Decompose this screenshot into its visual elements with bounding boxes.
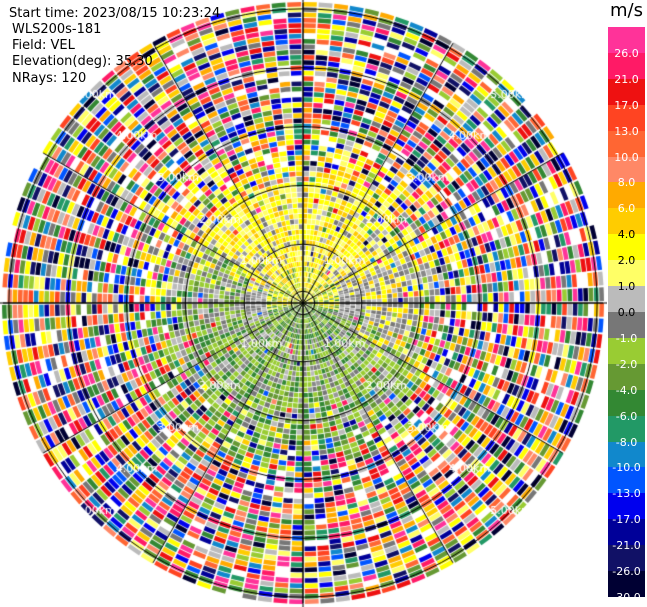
field-label: Field: VEL [12,38,75,53]
colorbar-tick-label: -1.0 [615,331,638,345]
colorbar-segment: 0.0 [608,286,645,319]
colorbar-segment: -13.0 [608,467,645,500]
colorbar-tick-label: 17.0 [614,98,639,112]
colorbar-segment: 2.0 [608,234,645,267]
colorbar-tick-label: 6.0 [617,202,636,216]
colorbar-segment: 1.0 [608,260,645,293]
colorbar-segment: -4.0 [608,363,645,397]
ppi-radar-plot [0,0,607,607]
colorbar-segment: 17.0 [608,78,645,112]
colorbar-segment: 13.0 [608,104,645,138]
colorbar-tick-label: -8.0 [615,435,638,449]
colorbar-segment: 21.0 [608,52,645,86]
colorbar-segment: -17.0 [608,493,645,526]
colorbar-tick-label: -2.0 [615,357,638,371]
colorbar-tick-label: 10.0 [614,150,639,164]
colorbar-segment: 4.0 [608,208,645,241]
colorbar-segment: -6.0 [608,389,645,423]
colorbar-segment: -26.0 [608,545,645,578]
colorbar-tick-label: 1.0 [617,280,636,294]
colorbar-segment: 26.0 [608,27,645,60]
colorbar-segment: -8.0 [608,415,645,449]
colorbar-segment: 8.0 [608,156,645,189]
colorbar-segment: 10.0 [608,130,645,164]
colorbar-tick-label: 13.0 [614,124,639,138]
colorbar-tick-label: 2.0 [617,254,636,268]
colorbar-unit: m/s [610,0,643,21]
colorbar-tick-label: 21.0 [614,72,639,86]
system-label: WLS200s-181 [12,22,102,37]
colorbar-segment: -30.0 [608,571,645,604]
colorbar-tick-label: 26.0 [614,46,639,60]
colorbar-tick-label: -26.0 [612,565,641,579]
colorbar-tick-label: -10.0 [612,461,641,475]
colorbar-segment: -21.0 [608,519,645,552]
colorbar-segment: -1.0 [608,311,645,345]
colorbar-tick-label: -21.0 [612,539,641,553]
colorbar-tick-label: 4.0 [617,228,636,242]
colorbar-segment: -2.0 [608,337,645,371]
colorbar-tick-label: 0.0 [617,305,636,319]
elevation-label: Elevation(deg): 35.30 [12,54,153,69]
colorbar-tick-label: -4.0 [615,383,638,397]
nrays-label: NRays: 120 [12,71,87,86]
start-time-label: Start time: 2023/08/15 10:23:24 [9,6,221,21]
colorbar-tick-label: -17.0 [612,513,641,527]
colorbar-tick-label: -13.0 [612,487,641,501]
colorbar-tick-label: -6.0 [615,409,638,423]
colorbar-segment: 6.0 [608,182,645,215]
colorbar-segment: -10.0 [608,441,645,474]
colorbar-tick-label: 8.0 [617,176,636,190]
colorbar: 26.0 21.0 17.0 13.0 10.0 8.0 6.0 4.0 2.0 1.0 0.0 -1… [608,27,645,604]
colorbar-tick-label: -30.0 [612,590,641,604]
